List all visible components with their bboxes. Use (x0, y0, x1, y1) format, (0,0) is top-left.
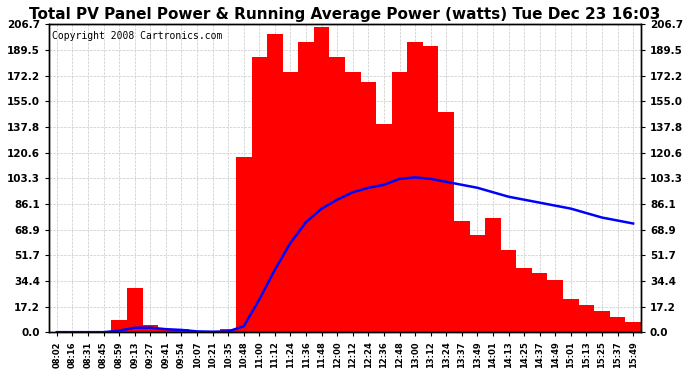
Bar (625, 322, 641, 332)
Bar (158, 329, 174, 332)
Bar (361, 82, 376, 332)
Bar (143, 325, 158, 332)
Bar (267, 34, 283, 332)
Bar (579, 305, 594, 332)
Bar (252, 57, 267, 332)
Text: Copyright 2008 Cartronics.com: Copyright 2008 Cartronics.com (52, 31, 222, 40)
Title: Total PV Panel Power & Running Average Power (watts) Tue Dec 23 16:03: Total PV Panel Power & Running Average P… (29, 7, 661, 22)
Bar (501, 250, 516, 332)
Bar (438, 112, 454, 332)
Bar (547, 280, 563, 332)
Bar (485, 217, 501, 332)
Bar (345, 72, 361, 332)
Bar (236, 156, 252, 332)
Bar (610, 317, 625, 332)
Bar (454, 220, 470, 332)
Bar (470, 236, 485, 332)
Bar (314, 27, 329, 332)
Bar (532, 273, 547, 332)
Bar (127, 288, 143, 332)
Bar (594, 311, 610, 332)
Bar (329, 57, 345, 332)
Bar (516, 268, 532, 332)
Bar (174, 329, 189, 332)
Bar (563, 299, 579, 332)
Bar (392, 72, 407, 332)
Bar (407, 42, 423, 332)
Bar (283, 72, 298, 332)
Bar (298, 42, 314, 332)
Bar (376, 124, 392, 332)
Bar (220, 329, 236, 332)
Bar (111, 320, 127, 332)
Bar (423, 46, 438, 332)
